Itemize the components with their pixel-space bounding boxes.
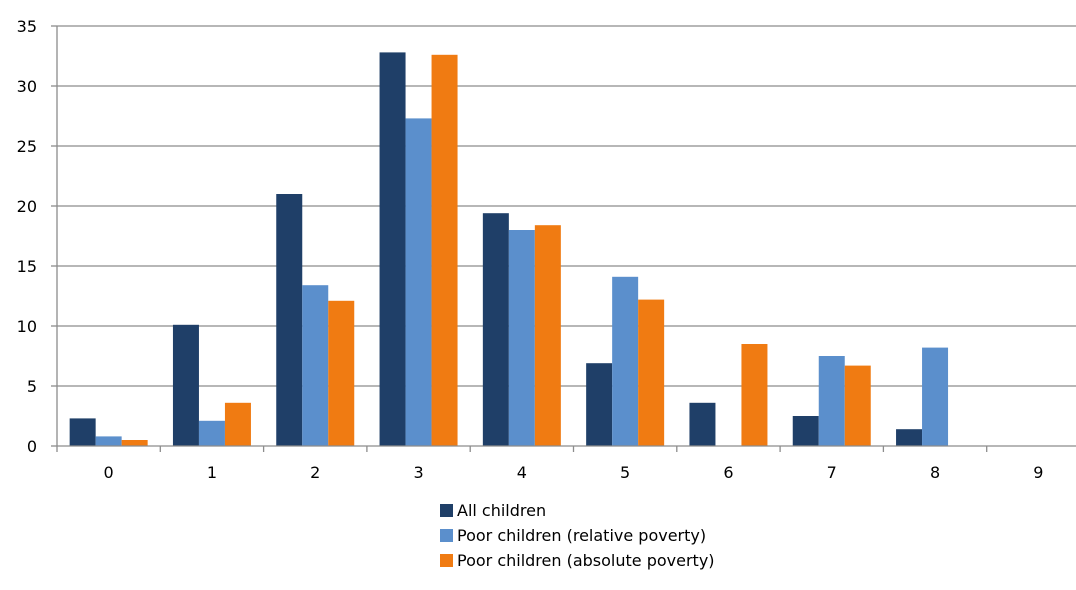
bar bbox=[534, 225, 561, 446]
y-tick-label: 0 bbox=[27, 437, 37, 456]
bar bbox=[818, 356, 845, 446]
legend-label: Poor children (absolute poverty) bbox=[457, 551, 715, 570]
bar bbox=[276, 194, 303, 446]
bar bbox=[844, 365, 871, 446]
x-tick-label: 1 bbox=[207, 463, 217, 482]
x-tick-label: 7 bbox=[827, 463, 837, 482]
bar bbox=[431, 54, 458, 447]
legend-swatch bbox=[440, 554, 453, 567]
bar bbox=[896, 429, 923, 446]
legend-label: Poor children (relative poverty) bbox=[457, 526, 706, 545]
bar bbox=[172, 324, 199, 446]
bar bbox=[405, 118, 432, 447]
y-tick-label: 30 bbox=[17, 77, 37, 96]
bar bbox=[379, 52, 406, 447]
legend-swatch bbox=[440, 529, 453, 542]
x-tick-label: 9 bbox=[1033, 463, 1043, 482]
legend-label: All children bbox=[457, 501, 546, 520]
bar bbox=[328, 300, 355, 446]
legend: All children Poor children (relative pove… bbox=[440, 501, 715, 570]
x-tick-label: 8 bbox=[930, 463, 940, 482]
bar bbox=[612, 276, 639, 446]
y-axis-ticks: 0 5 10 15 20 25 30 35 bbox=[17, 17, 57, 456]
y-tick-label: 5 bbox=[27, 377, 37, 396]
legend-swatch bbox=[440, 504, 453, 517]
bar bbox=[69, 418, 96, 446]
y-tick-label: 25 bbox=[17, 137, 37, 156]
x-tick-label: 6 bbox=[723, 463, 733, 482]
bar bbox=[922, 347, 949, 446]
bar bbox=[792, 416, 819, 446]
bar bbox=[741, 344, 768, 446]
bar bbox=[689, 402, 716, 446]
bar bbox=[586, 363, 613, 446]
y-tick-label: 15 bbox=[17, 257, 37, 276]
bar bbox=[198, 420, 225, 446]
x-tick-label: 5 bbox=[620, 463, 630, 482]
x-tick-label: 3 bbox=[413, 463, 423, 482]
bar bbox=[482, 213, 509, 446]
y-tick-label: 20 bbox=[17, 197, 37, 216]
x-axis-ticks: 0 1 2 3 4 5 6 7 8 9 bbox=[56, 446, 1043, 482]
bars bbox=[69, 52, 949, 447]
bar bbox=[508, 230, 535, 446]
x-tick-label: 0 bbox=[104, 463, 114, 482]
y-tick-label: 35 bbox=[17, 17, 37, 36]
bar bbox=[121, 440, 148, 446]
bar bbox=[638, 299, 665, 446]
bar bbox=[302, 285, 329, 446]
bar bbox=[95, 436, 122, 446]
bar bbox=[224, 402, 251, 446]
axes bbox=[56, 26, 1076, 447]
gridlines bbox=[57, 25, 1076, 387]
x-tick-label: 4 bbox=[517, 463, 527, 482]
x-tick-label: 2 bbox=[310, 463, 320, 482]
y-tick-label: 10 bbox=[17, 317, 37, 336]
